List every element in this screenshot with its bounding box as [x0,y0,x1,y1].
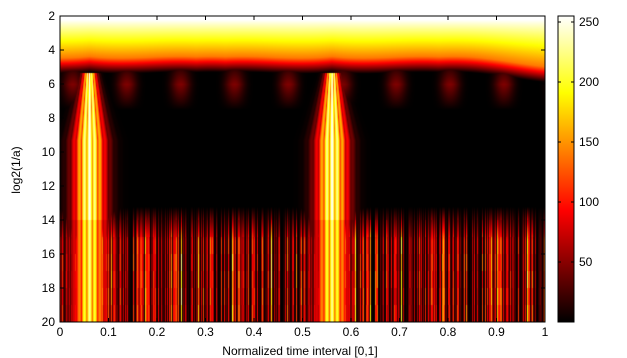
x-tick-label: 0.1 [100,325,117,339]
y-tick-label: 14 [42,213,56,227]
colorbar-tick-label: 150 [579,135,599,149]
y-tick-label: 8 [48,111,55,125]
y-axis: 2 4 6 8 10 12 14 16 18 20 [42,9,545,329]
y-tick-label: 20 [42,315,56,329]
x-tick-label: 0.6 [343,325,360,339]
y-tick-label: 2 [48,9,55,23]
x-tick-label: 0.5 [294,325,311,339]
colorbar-tick-label: 250 [579,15,599,29]
x-tick-label: 0.2 [149,325,166,339]
x-tick-label: 1 [542,325,549,339]
x-axis-label: Normalized time interval [0,1] [222,344,377,358]
x-tick-label: 0.7 [391,325,408,339]
colorbar-tick-label: 200 [579,75,599,89]
y-tick-label: 4 [48,43,55,57]
x-tick-label: 0.4 [246,325,263,339]
heatmap-image [60,16,545,322]
colorbar-tick-label: 50 [579,255,593,269]
colorbar [557,15,575,323]
x-tick-label: 0.8 [440,325,457,339]
x-tick-label: 0 [57,325,64,339]
colorbar-axis: 50 100 150 200 250 [558,15,599,269]
y-tick-label: 10 [42,145,56,159]
x-tick-label: 0.3 [197,325,214,339]
x-axis: 0 0.1 0.2 0.3 0.4 0.5 0.6 0.7 0.8 0.9 1 [57,16,549,339]
y-tick-label: 16 [42,247,56,261]
y-tick-label: 12 [42,179,56,193]
x-tick-label: 0.9 [488,325,505,339]
y-tick-label: 6 [48,77,55,91]
y-tick-label: 18 [42,281,56,295]
colorbar-tick-label: 100 [579,195,599,209]
y-axis-label: log2(1/a) [9,146,23,193]
